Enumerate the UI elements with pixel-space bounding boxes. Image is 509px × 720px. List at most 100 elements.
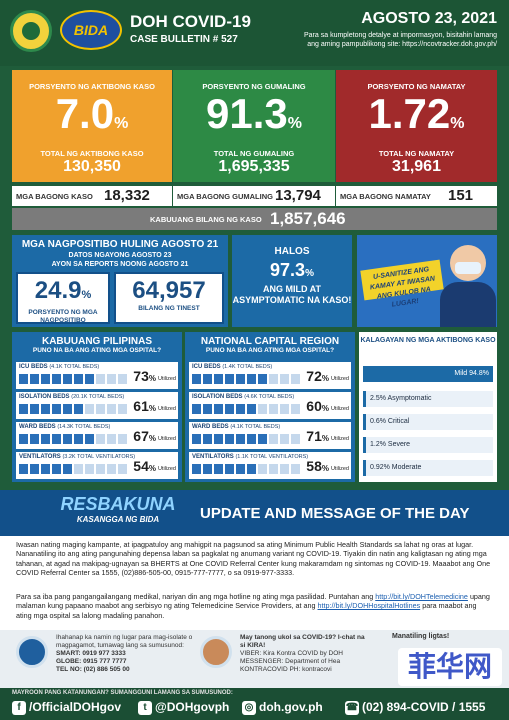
ph-utilization-panel: KABUUANG PILIPINAS PUNO NA BA ANG ATING … — [12, 332, 182, 482]
bed-total: (4.1K TOTAL BEDS) — [230, 424, 281, 430]
bed-icon — [225, 434, 234, 444]
bed-icon — [30, 434, 39, 444]
bed-icon — [85, 464, 94, 474]
bed-icon — [74, 434, 83, 444]
bed-label: ICU BEDS (1.4K TOTAL BEDS) — [192, 364, 272, 370]
bed-icon — [30, 374, 39, 384]
ncr-util-title: NATIONAL CAPITAL REGION — [200, 336, 340, 347]
bed-icon — [192, 464, 201, 474]
ncr-util-subtitle: PUNO NA BA ANG ATING MGA OSPITAL? — [205, 347, 335, 354]
total-cases-label: KABUUANG BILANG NG KASO — [150, 215, 262, 224]
message-paragraph-2: Para sa iba pang pangangailangang medika… — [16, 592, 494, 620]
tested-value: 64,957 — [132, 277, 206, 304]
bed-row: WARD BEDS (4.1K TOTAL BEDS) 71% Utilized — [189, 422, 351, 449]
bed-icon — [74, 464, 83, 474]
twitter-icon: t — [138, 700, 152, 715]
bed-icon — [118, 374, 127, 384]
bed-row: VENTILATORS (1.1K TOTAL VENTILATORS) 58% U… — [189, 452, 351, 479]
bed-icon — [214, 464, 223, 474]
kira-viber: VIBER: Kira Kontra COVID by DOH — [240, 650, 343, 657]
severity-panel — [359, 332, 497, 482]
utilization-bars — [192, 404, 300, 414]
facebook-link[interactable]: f/OfficialDOHgov — [12, 700, 121, 715]
new-died-box: MGA BAGONG NAMATAY 151 — [336, 186, 497, 206]
bed-type: ISOLATION BEDS — [192, 394, 243, 400]
new-recovered-label: MGA BAGONG GUMALING — [177, 192, 273, 201]
kira-messenger: MESSENGER: Department of Hea — [240, 658, 341, 665]
utilization-pct: 73% — [133, 368, 156, 384]
bulletin-date: AGOSTO 23, 2021 — [361, 10, 497, 27]
more-info-text: Para sa kumpletong detalye at impormasyo… — [304, 32, 497, 48]
hospital-hotlines-link[interactable]: http://bit.ly/DOHHospitalHotlines — [317, 601, 421, 611]
bed-icon — [280, 374, 289, 384]
active-cases-panel: PORSYENTO NG AKTIBONG KASO 7.0% TOTAL NG… — [12, 70, 172, 182]
mild-panel — [232, 235, 352, 327]
resbakuna-subtext: KASANGGA NG BIDA — [76, 515, 160, 524]
bed-total: (4.6K TOTAL BEDS) — [244, 394, 295, 400]
utilization-pct: 58% — [306, 458, 329, 474]
utilized-label: Utilized — [330, 376, 349, 382]
bed-icon — [63, 464, 72, 474]
bed-icon — [63, 434, 72, 444]
died-pct-label: PORSYENTO NG NAMATAY — [367, 82, 466, 91]
bed-row: VENTILATORS (3.2K TOTAL VENTILATORS) 54% U… — [16, 452, 178, 479]
utilization-bars — [19, 434, 127, 444]
website-text: doh.gov.ph — [259, 700, 323, 714]
one-covid-referral-icon — [16, 636, 48, 668]
ph-util-subtitle: PUNO NA BA ANG ATING MGA OSPITAL? — [32, 347, 162, 354]
utilization-bars — [192, 434, 300, 444]
utilization-bars — [19, 404, 127, 414]
died-pct-value: 1.72% — [368, 90, 465, 137]
bed-icon — [192, 434, 201, 444]
positivity-rate-value: 24.9% — [34, 277, 92, 304]
bed-icon — [269, 374, 278, 384]
bed-total: (4.1K TOTAL BEDS) — [49, 364, 100, 370]
resbakuna-text: RESBAKUNA — [60, 494, 176, 514]
footer-question: MAYROON PANG KATANUNGAN? SUMANGGUNI LAMA… — [12, 690, 233, 696]
total-cases-value: 1,857,646 — [270, 209, 346, 228]
bed-icon — [96, 374, 105, 384]
bed-icon — [41, 434, 50, 444]
bed-icon — [225, 374, 234, 384]
bed-icon — [52, 374, 61, 384]
website-link[interactable]: ◎ doh.gov.ph — [242, 700, 323, 715]
twitter-link[interactable]: t @DOHgovph — [138, 700, 229, 715]
active-pct-value: 7.0% — [55, 90, 129, 137]
new-died-value: 151 — [448, 187, 474, 204]
smart-hotline: SMART: 0919 977 3333 — [56, 650, 126, 657]
telemedicine-link[interactable]: http://bit.ly/DOHTelemedicine — [375, 592, 468, 601]
bed-icon — [107, 464, 116, 474]
kira-chat-info: May tanong ukol sa COVID-19? I-chat na s… — [200, 634, 370, 674]
utilization-bars — [19, 374, 127, 384]
bed-icon — [74, 374, 83, 384]
phone-number: (02) 894-COVID / 1555 — [362, 700, 486, 714]
utilization-pct: 67% — [133, 428, 156, 444]
bed-total: (1.4K TOTAL BEDS) — [222, 364, 273, 370]
facebook-icon: f — [12, 700, 26, 715]
bed-icon — [258, 434, 267, 444]
recovered-total-label: TOTAL NG GUMALING — [213, 149, 295, 158]
bed-label: VENTILATORS (3.2K TOTAL VENTILATORS) — [19, 454, 135, 460]
bed-icon — [203, 404, 212, 414]
globe-hotline: GLOBE: 0915 777 7777 — [56, 658, 127, 665]
bed-icon — [258, 464, 267, 474]
bed-icon — [214, 374, 223, 384]
bed-icon — [19, 404, 28, 414]
severity-mild: Mild 94.8% — [363, 366, 493, 382]
bed-icon — [236, 464, 245, 474]
bed-icon — [258, 404, 267, 414]
twitter-handle: @DOHgovph — [155, 700, 230, 714]
bed-icon — [291, 434, 300, 444]
phone-link[interactable]: ☎ (02) 894-COVID / 1555 — [345, 700, 485, 715]
bed-icon — [118, 464, 127, 474]
positivity-subtitle-2: AYON SA REPORTS NOONG AGOSTO 21 — [51, 261, 189, 268]
bed-icon — [280, 464, 289, 474]
new-cases-label: MGA BAGONG KASO — [16, 192, 93, 201]
bed-icon — [247, 374, 256, 384]
bed-icon — [269, 434, 278, 444]
bed-icon — [214, 434, 223, 444]
face-mask-icon — [455, 262, 481, 274]
utilization-bars — [192, 374, 300, 384]
kira-intro: May tanong ukol sa COVID-19? I-chat na s… — [240, 634, 365, 649]
bed-row: ICU BEDS (1.4K TOTAL BEDS) 72% Utilized — [189, 362, 351, 389]
